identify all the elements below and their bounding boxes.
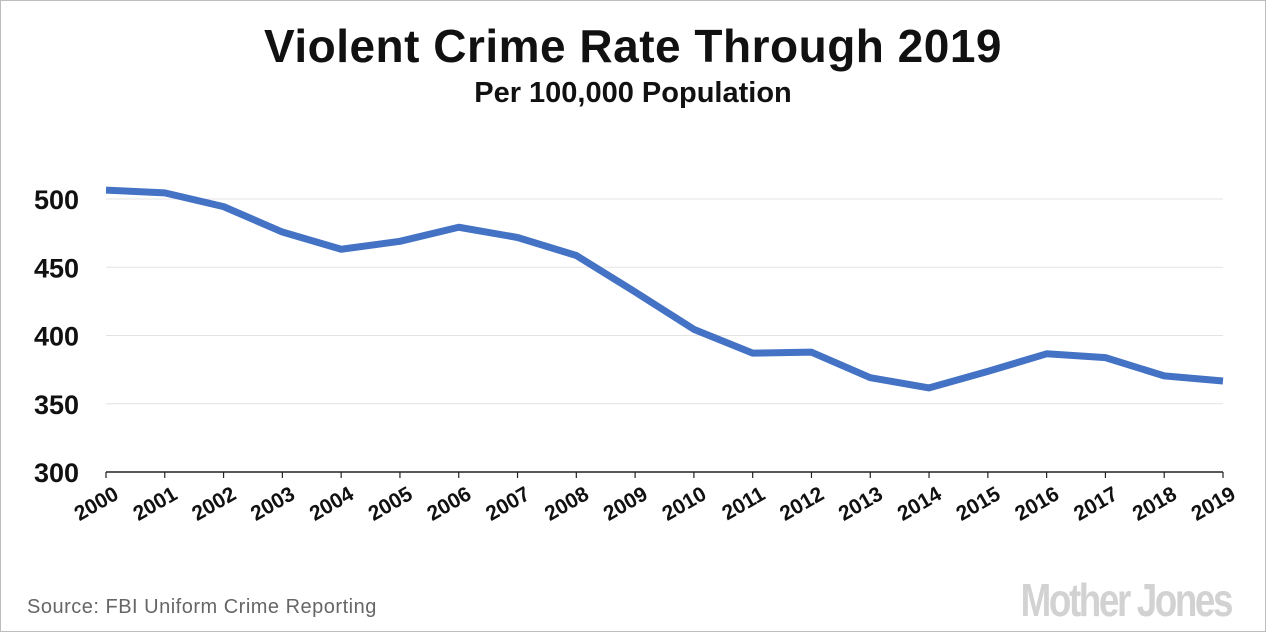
- x-tick-label: 2018: [1129, 482, 1181, 525]
- x-tick-label: 2006: [423, 482, 475, 525]
- chart-title: Violent Crime Rate Through 2019: [263, 20, 1003, 72]
- y-tick-label: 500: [34, 185, 79, 215]
- y-tick-label: 450: [34, 253, 79, 283]
- x-tick-label: 2004: [306, 482, 358, 525]
- x-tick-label: 2017: [1070, 482, 1122, 525]
- x-tick-label: 2001: [129, 482, 181, 525]
- y-tick-label: 400: [34, 322, 79, 352]
- x-tick-label: 2009: [600, 482, 652, 525]
- x-tick-label: 2016: [1011, 482, 1063, 525]
- x-tick-label: 2002: [188, 482, 240, 525]
- x-tick-label: 2008: [541, 482, 593, 525]
- mother-jones-logo: Mother Jones: [1020, 574, 1234, 626]
- x-tick-label: 2014: [894, 482, 946, 525]
- x-tick-label: 2007: [482, 482, 534, 525]
- x-tick-label: 2012: [776, 482, 828, 525]
- chart-subtitle: Per 100,000 Population: [474, 77, 792, 109]
- x-tick-label: 2011: [718, 482, 769, 525]
- x-tick-label: 2013: [835, 482, 887, 525]
- x-tick-label: 2019: [1188, 482, 1240, 525]
- x-tick-label: 2010: [658, 482, 710, 525]
- data-series-line: [105, 186, 1224, 392]
- x-tick-label: 2003: [247, 482, 299, 525]
- y-tick-label: 350: [34, 390, 79, 420]
- x-tick-label: 2005: [364, 482, 416, 525]
- source-note: Source: FBI Uniform Crime Reporting: [27, 596, 377, 618]
- y-tick-label: 300: [34, 458, 79, 488]
- x-tick-label: 2015: [952, 482, 1004, 525]
- x-tick-label: 2000: [71, 482, 123, 525]
